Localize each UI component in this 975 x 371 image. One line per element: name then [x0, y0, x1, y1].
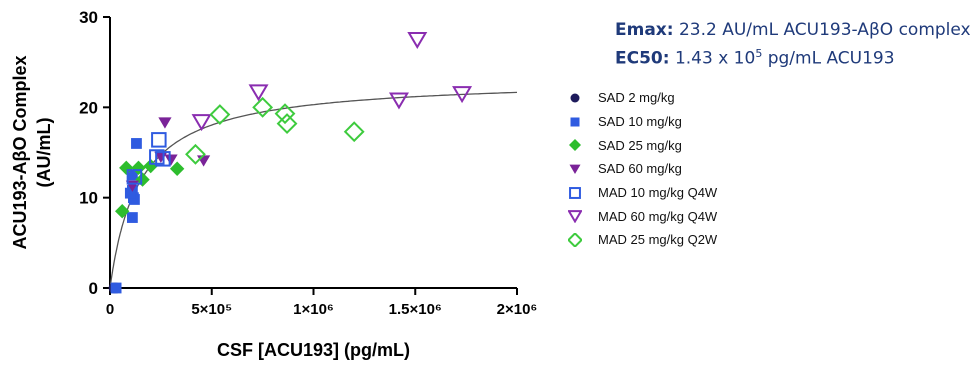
data-point: [252, 96, 274, 118]
y-tick-label: 0: [89, 279, 98, 298]
data-point: [155, 151, 171, 167]
x-tick-label: 1.5×10⁶: [389, 301, 442, 318]
fit-curve: [109, 91, 518, 289]
data-point: [191, 114, 212, 132]
legend-marker: [570, 93, 580, 103]
data-point: [452, 86, 473, 104]
data-point: [126, 169, 138, 181]
data-point: [143, 158, 158, 174]
legend-marker-shape: [569, 186, 581, 199]
legend-label: MAD 25 mg/kg Q2W: [598, 232, 718, 248]
y-tick-label: 20: [79, 98, 98, 117]
legend-marker: [569, 139, 581, 152]
legend-marker-shape: [570, 93, 580, 103]
data-point: [126, 212, 138, 223]
legend-marker-shape: [568, 232, 582, 247]
emax-value: 23.2 AU/mL ACU193-AβO complex: [678, 20, 971, 40]
data-point: [388, 92, 409, 110]
legend-marker: [569, 186, 581, 199]
data-point: [343, 121, 365, 143]
legend-marker: [568, 210, 582, 224]
series-5: [191, 31, 473, 132]
legend-marker-shape: [569, 164, 581, 174]
legend-marker-shape: [569, 139, 581, 152]
emax-line: Emax: 23.2 AU/mL ACU193-AβO complex: [615, 18, 971, 42]
y-tick-label: 10: [79, 189, 98, 208]
data-point: [169, 161, 185, 176]
legend-item: SAD 2 mg/kg: [568, 86, 717, 110]
legend-item: MAD 60 mg/kg Q4W: [568, 204, 717, 228]
data-point: [185, 143, 206, 165]
legend-label: MAD 60 mg/kg Q4W: [598, 208, 718, 224]
x-axis-title: CSF [ACU193] (pg/mL): [217, 340, 410, 360]
data-point: [407, 31, 428, 49]
data-point: [248, 84, 269, 102]
ec50-label: EC50:: [615, 48, 670, 69]
data-point: [124, 187, 136, 199]
data-point: [126, 169, 143, 185]
legend-marker: [568, 232, 582, 247]
chart-legend: SAD 2 mg/kg SAD 10 mg/kg SAD 25 mg/kg SAD 6…: [568, 86, 717, 252]
series-6: [185, 96, 365, 165]
data-point: [158, 117, 172, 129]
data-point: [115, 204, 130, 219]
legend-item: SAD 60 mg/kg: [568, 157, 717, 181]
legend-item: SAD 10 mg/kg: [568, 110, 717, 134]
legend-item: SAD 25 mg/kg: [568, 133, 717, 157]
x-tick-label: 2×10⁶: [497, 301, 538, 318]
legend-item: MAD 25 mg/kg Q2W: [568, 228, 717, 252]
legend-label: SAD 60 mg/kg: [598, 161, 682, 177]
legend-label: SAD 25 mg/kg: [598, 137, 682, 153]
x-tick-label: 0: [106, 301, 114, 318]
series-3: [125, 117, 211, 192]
data-point: [151, 132, 167, 148]
legend-marker-shape: [568, 210, 582, 224]
x-tick-label: 5×10⁵: [191, 301, 232, 318]
data-point: [131, 138, 142, 149]
legend-marker: [569, 164, 581, 174]
legend-marker-shape: [570, 117, 580, 127]
data-point: [209, 104, 231, 125]
ec50-line: EC50: 1.43 x 105 pg/mL ACU193: [615, 42, 971, 71]
data-point: [110, 282, 122, 294]
ec50-value-exponent: 5: [755, 47, 763, 60]
y-axis-title-line1: ACU193-AβO Complex: [10, 55, 30, 249]
data-point: [276, 113, 298, 135]
series-4: [126, 132, 171, 185]
fit-parameters: Emax: 23.2 AU/mL ACU193-AβO complex EC50…: [615, 18, 971, 71]
ec50-value-base: 1.43 x 10: [674, 48, 756, 69]
legend-label: SAD 2 mg/kg: [598, 90, 675, 106]
legend-marker: [570, 117, 580, 127]
emax-label: Emax:: [615, 20, 674, 40]
y-axis-title-line2: (AU/mL): [34, 118, 54, 188]
data-point: [119, 160, 134, 176]
x-tick-label: 1×10⁶: [293, 301, 334, 318]
y-tick-label: 30: [79, 8, 98, 27]
data-point: [274, 103, 296, 125]
legend-label: MAD 10 mg/kg Q4W: [598, 185, 718, 201]
data-point: [129, 194, 140, 205]
legend-label: SAD 10 mg/kg: [598, 114, 682, 130]
legend-item: MAD 10 mg/kg Q4W: [568, 181, 717, 205]
data-point: [164, 154, 178, 166]
ec50-value-unit: pg/mL ACU193: [767, 48, 895, 69]
